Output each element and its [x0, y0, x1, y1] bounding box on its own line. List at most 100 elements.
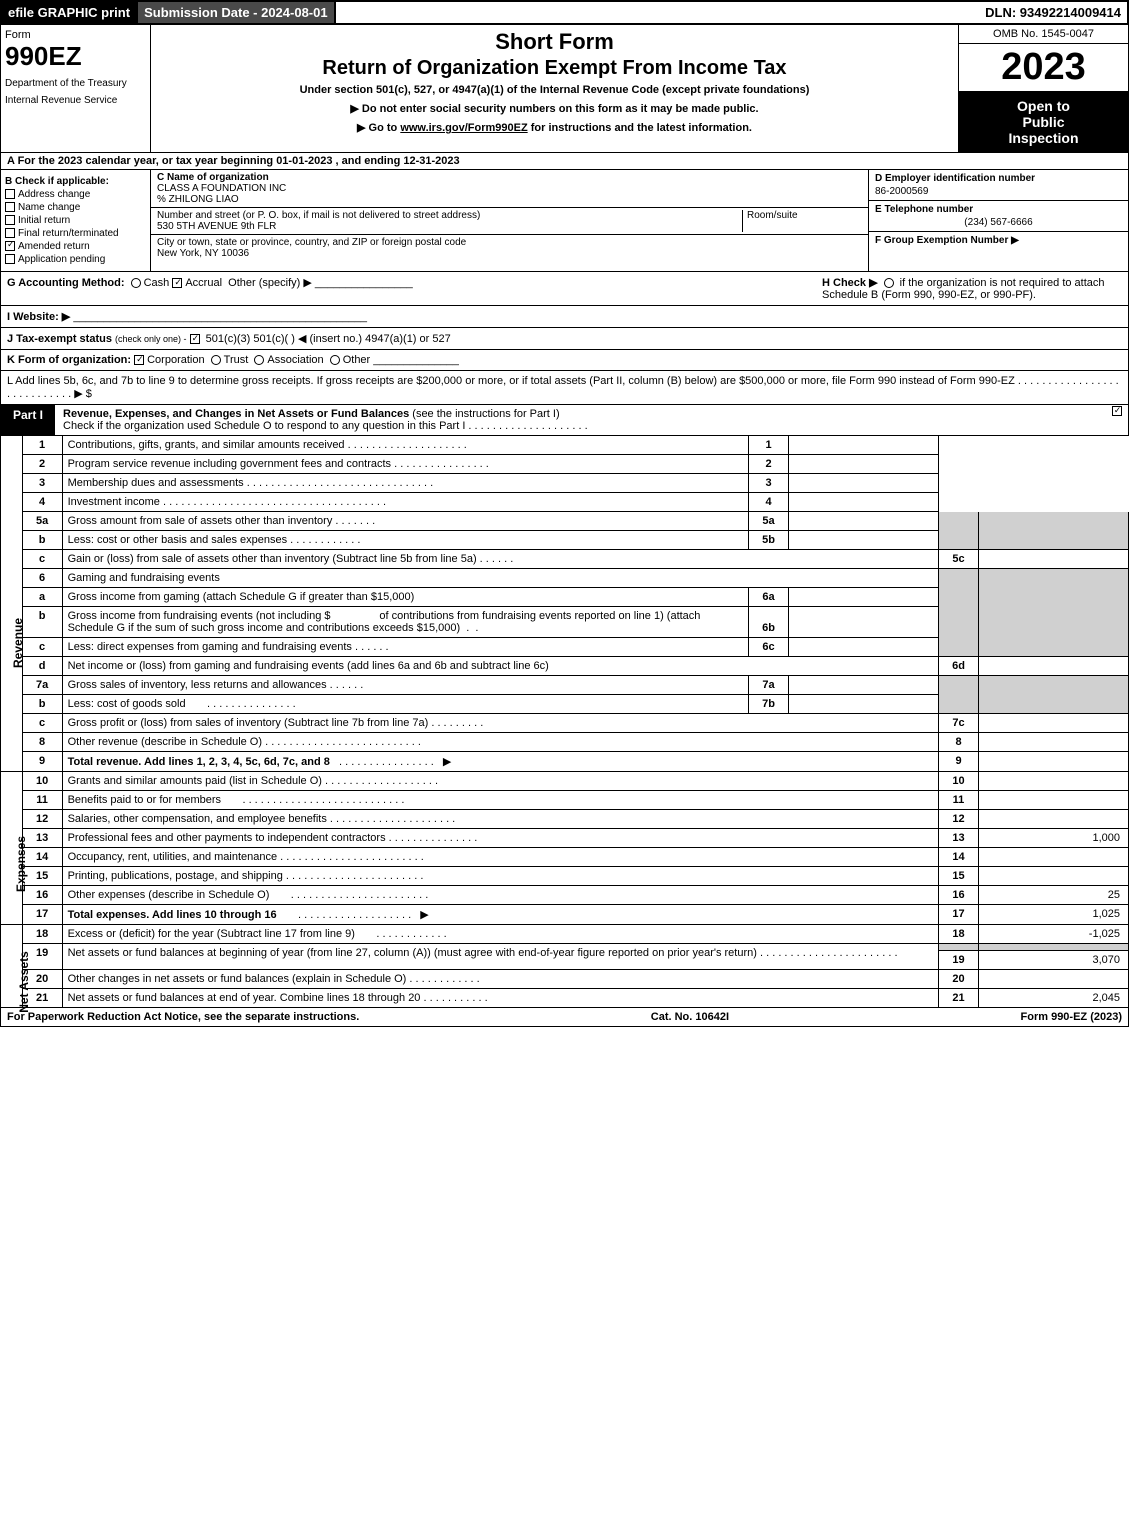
part1-check[interactable] — [1108, 405, 1128, 435]
address-change-checkbox[interactable] — [5, 189, 15, 199]
app-pending-checkbox[interactable] — [5, 254, 15, 264]
part1-header: Part I Revenue, Expenses, and Changes in… — [0, 405, 1129, 436]
return-title: Return of Organization Exempt From Incom… — [155, 57, 954, 80]
city-val: New York, NY 10036 — [157, 248, 249, 259]
k-corp-checkbox[interactable] — [134, 355, 144, 365]
i-label: I Website: ▶ — [7, 311, 70, 323]
line13: Professional fees and other payments to … — [68, 832, 386, 844]
phone: (234) 567-6666 — [875, 217, 1122, 228]
line5a: Gross amount from sale of assets other t… — [68, 515, 333, 527]
val16: 25 — [979, 886, 1129, 905]
opt-pending: Application pending — [18, 254, 105, 265]
open2: Public — [963, 114, 1124, 130]
k-assoc: Association — [267, 354, 323, 366]
form-number: 990EZ — [5, 41, 146, 72]
revenue-table: 1Contributions, gifts, grants, and simil… — [22, 436, 1129, 772]
inst2-post: for instructions and the latest informat… — [528, 122, 752, 134]
open3: Inspection — [963, 130, 1124, 146]
efile-label: efile GRAPHIC print — [2, 2, 138, 23]
form-label: Form — [5, 29, 146, 41]
g-label: G Accounting Method: — [7, 277, 125, 289]
k-label: K Form of organization: — [7, 354, 131, 366]
name-change-checkbox[interactable] — [5, 202, 15, 212]
line1: Contributions, gifts, grants, and simila… — [68, 439, 345, 451]
part1-title: Revenue, Expenses, and Changes in Net As… — [63, 408, 409, 420]
footer-cat: Cat. No. 10642I — [359, 1011, 1020, 1023]
final-return-checkbox[interactable] — [5, 228, 15, 238]
amended-return-checkbox[interactable] — [5, 241, 15, 251]
instruction-ssn: ▶ Do not enter social security numbers o… — [155, 102, 954, 115]
val21: 2,045 — [979, 989, 1129, 1008]
org-name: CLASS A FOUNDATION INC — [157, 183, 286, 194]
line11: Benefits paid to or for members — [68, 794, 221, 806]
cash-radio[interactable] — [131, 278, 141, 288]
l-text: L Add lines 5b, 6c, and 7b to line 9 to … — [7, 375, 1015, 387]
subtitle: Under section 501(c), 527, or 4947(a)(1)… — [155, 84, 954, 96]
line6: Gaming and fundraising events — [62, 569, 938, 588]
opt-final: Final return/terminated — [18, 228, 119, 239]
city-label: City or town, state or province, country… — [157, 237, 466, 248]
line2: Program service revenue including govern… — [68, 458, 391, 470]
part1-title-block: Revenue, Expenses, and Changes in Net As… — [55, 405, 1108, 435]
line20: Other changes in net assets or fund bala… — [68, 973, 407, 985]
main-header: Form 990EZ Department of the Treasury In… — [0, 25, 1129, 153]
other-label: Other (specify) ▶ — [228, 277, 312, 289]
dln-number: DLN: 93492214009414 — [979, 2, 1127, 23]
k-trust: Trust — [224, 354, 249, 366]
line9: Total revenue. Add lines 1, 2, 3, 4, 5c,… — [68, 756, 330, 768]
ein: 86-2000569 — [875, 186, 1122, 197]
line6b-pre: Gross income from fundraising events (no… — [68, 610, 331, 622]
line16: Other expenses (describe in Schedule O) — [68, 889, 270, 901]
line19: Net assets or fund balances at beginning… — [68, 947, 757, 959]
line3: Membership dues and assessments — [68, 477, 244, 489]
addr-label: Number and street (or P. O. box, if mail… — [157, 210, 480, 221]
top-header-bar: efile GRAPHIC print Submission Date - 20… — [0, 0, 1129, 25]
dept-treasury: Department of the Treasury — [5, 78, 146, 89]
street-addr: 530 5TH AVENUE 9th FLR — [157, 221, 276, 232]
section-j: J Tax-exempt status (check only one) - 5… — [0, 328, 1129, 350]
c-label: C Name of organization — [157, 172, 269, 183]
opt-address: Address change — [18, 189, 90, 200]
instruction-link: ▶ Go to www.irs.gov/Form990EZ for instru… — [155, 121, 954, 134]
initial-return-checkbox[interactable] — [5, 215, 15, 225]
section-a-row: A For the 2023 calendar year, or tax yea… — [0, 153, 1129, 170]
form-id-block: Form 990EZ Department of the Treasury In… — [1, 25, 151, 152]
section-b-label: B Check if applicable: — [5, 176, 109, 187]
side-expenses: Expenses — [14, 836, 28, 892]
k-other-radio[interactable] — [330, 355, 340, 365]
j-501c3-checkbox[interactable] — [190, 334, 200, 344]
open1: Open to — [963, 98, 1124, 114]
k-assoc-radio[interactable] — [254, 355, 264, 365]
right-col: OMB No. 1545-0047 2023 Open to Public In… — [958, 25, 1128, 152]
line7c: Gross profit or (loss) from sales of inv… — [68, 717, 429, 729]
accrual-checkbox[interactable] — [172, 278, 182, 288]
k-trust-radio[interactable] — [211, 355, 221, 365]
d-label: D Employer identification number — [875, 173, 1122, 184]
line6c: Less: direct expenses from gaming and fu… — [68, 641, 352, 653]
irs-label: Internal Revenue Service — [5, 95, 146, 106]
h-radio[interactable] — [884, 278, 894, 288]
netassets-table: 18Excess or (deficit) for the year (Subt… — [22, 925, 1129, 1008]
line6d: Net income or (loss) from gaming and fun… — [62, 657, 938, 676]
e-label: E Telephone number — [875, 204, 1122, 215]
revenue-block: Revenue 1Contributions, gifts, grants, a… — [0, 436, 1129, 772]
line10: Grants and similar amounts paid (list in… — [68, 775, 322, 787]
line7b: Less: cost of goods sold — [68, 698, 186, 710]
netassets-block: Net Assets 18Excess or (deficit) for the… — [0, 925, 1129, 1008]
val18: -1,025 — [979, 925, 1129, 944]
line15: Printing, publications, postage, and shi… — [68, 870, 283, 882]
h-label: H Check ▶ — [822, 277, 878, 289]
submission-date: Submission Date - 2024-08-01 — [138, 2, 336, 23]
opt-amended: Amended return — [18, 241, 90, 252]
omb-number: OMB No. 1545-0047 — [959, 25, 1128, 44]
part1-label: Part I — [1, 405, 55, 435]
section-b: B Check if applicable: Address change Na… — [1, 170, 151, 271]
irs-link[interactable]: www.irs.gov/Form990EZ — [400, 122, 527, 134]
opt-name: Name change — [18, 202, 80, 213]
opt-initial: Initial return — [18, 215, 70, 226]
line17: Total expenses. Add lines 10 through 16 — [68, 909, 277, 921]
k-corp: Corporation — [147, 354, 204, 366]
part1-sub: (see the instructions for Part I) — [412, 408, 559, 420]
val1 — [789, 436, 939, 455]
accrual-label: Accrual — [185, 277, 222, 289]
